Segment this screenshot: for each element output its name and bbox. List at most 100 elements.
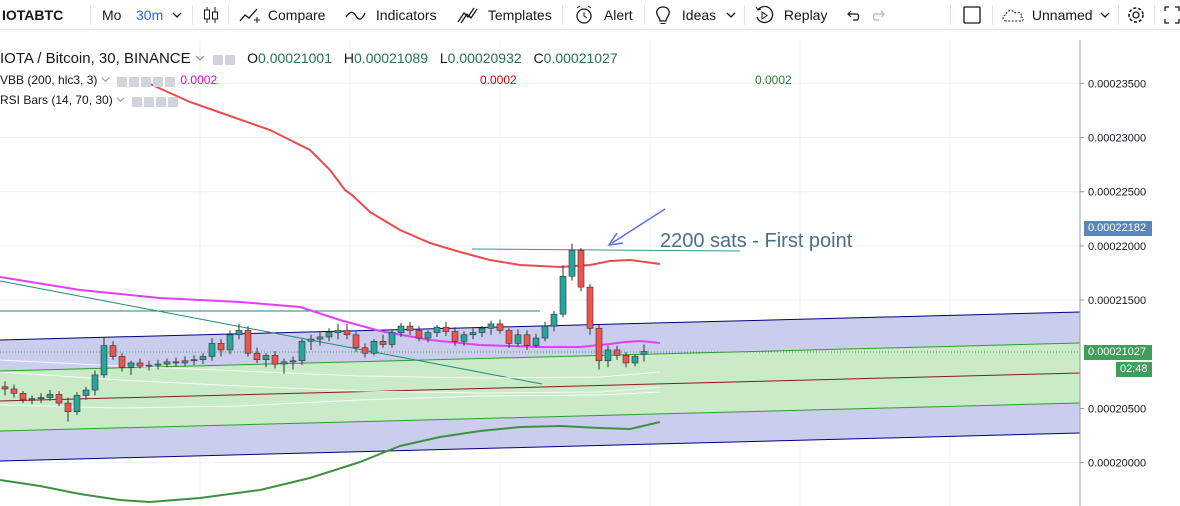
chevron-down-icon	[195, 55, 205, 61]
candle-body	[496, 323, 504, 331]
ideas-dropdown[interactable]	[726, 0, 736, 30]
candle	[388, 330, 396, 348]
redo-button[interactable]	[872, 0, 888, 30]
toolbar-divider	[192, 5, 193, 25]
candle	[280, 358, 288, 374]
price-axis[interactable]: 0.00023500 0.00023000 0.00022500 0.00022000…	[1080, 78, 1146, 470]
indicator-legend-rsi[interactable]: RSI Bars (14, 70, 30)	[0, 93, 180, 108]
indicator-actions[interactable]	[132, 94, 180, 108]
indicator-name: RSI Bars (14, 70, 30)	[0, 93, 113, 107]
layout-button[interactable]	[962, 0, 982, 30]
candle	[145, 360, 153, 371]
candle-body	[532, 337, 540, 346]
candle	[55, 391, 63, 407]
indicators-button[interactable]: Indicators	[344, 0, 437, 30]
candle-body	[595, 327, 603, 362]
candle-body	[370, 340, 378, 354]
candle	[181, 356, 189, 367]
square-icon	[963, 6, 981, 24]
high-marker-line[interactable]	[471, 248, 741, 252]
candles	[1, 243, 648, 422]
cloud-icon	[1002, 10, 1024, 22]
replay-button[interactable]: Replay	[754, 0, 827, 30]
high-label: H	[343, 50, 355, 66]
candle-body	[586, 286, 594, 329]
candle	[82, 386, 90, 400]
candle-body	[316, 336, 324, 340]
candle-body	[145, 364, 153, 367]
layout-dropdown[interactable]	[1100, 0, 1110, 30]
legend-actions[interactable]	[212, 51, 237, 68]
trend-line[interactable]	[0, 280, 543, 385]
chevron-down-icon	[101, 77, 110, 83]
toolbar-divider	[744, 5, 745, 25]
candle	[190, 355, 198, 366]
candle	[496, 319, 504, 334]
candle	[397, 322, 405, 337]
candle-body	[442, 326, 450, 332]
candle-body	[415, 330, 423, 339]
candle	[550, 310, 558, 332]
candle-body	[631, 356, 639, 364]
settings-button[interactable]	[1126, 0, 1146, 30]
high-value: 0.00021089	[354, 50, 428, 66]
compare-button[interactable]: Compare	[238, 0, 325, 30]
candle	[271, 351, 279, 369]
candle	[28, 395, 36, 405]
price-chart[interactable]: 0.00023500 0.00023000 0.00022500 0.00022000…	[0, 40, 1180, 506]
candle	[100, 338, 108, 379]
candle-body	[244, 330, 252, 354]
candle	[226, 330, 234, 355]
low-value: 0.00020932	[447, 50, 522, 66]
price-tick-label: 0.00020000	[1088, 458, 1146, 470]
candle-body	[262, 355, 270, 360]
undo-button[interactable]	[844, 0, 860, 30]
candle-body	[559, 275, 567, 315]
candle	[595, 325, 603, 370]
candle-body	[235, 330, 243, 336]
toolbar-divider	[90, 5, 91, 25]
candle-body	[424, 332, 432, 339]
ideas-label: Ideas	[681, 7, 717, 23]
candle	[532, 333, 540, 348]
chart-style-button[interactable]	[202, 0, 220, 30]
candle	[316, 331, 324, 346]
candle	[568, 243, 576, 281]
candle-body	[550, 313, 558, 327]
candle-body	[334, 330, 342, 333]
upper-band-line	[149, 83, 661, 269]
candle-body	[10, 388, 18, 394]
main-series-legend[interactable]: IOTA / Bitcoin, 30, BINANCE O0.00021001 …	[0, 50, 618, 68]
save-layout-button[interactable]: Unnamed	[1000, 0, 1093, 30]
indicator-actions[interactable]	[117, 74, 177, 88]
open-label: O	[247, 50, 259, 66]
templates-button[interactable]: Templates	[456, 0, 552, 30]
candle-body	[82, 389, 90, 396]
templates-label: Templates	[487, 7, 552, 23]
chart-pane[interactable]: 0.00023500 0.00023000 0.00022500 0.00022000…	[0, 40, 1180, 506]
candle	[406, 321, 414, 335]
interval-dropdown[interactable]	[172, 0, 182, 30]
candle-body	[640, 351, 648, 355]
candle	[523, 330, 531, 350]
close-value: 0.00021027	[543, 50, 618, 66]
compare-prefix[interactable]: Mo	[102, 7, 122, 23]
candle-body	[55, 394, 63, 404]
candle-body	[361, 347, 369, 354]
ideas-button[interactable]: Ideas	[654, 0, 716, 30]
interval-button[interactable]: 30m	[136, 7, 164, 23]
alert-button[interactable]: Alert	[574, 0, 633, 30]
candle-body	[100, 345, 108, 376]
candle	[19, 391, 27, 404]
candle-body	[388, 332, 396, 345]
symbol-search[interactable]: IOTABTC	[2, 7, 64, 23]
annotation-arrow[interactable]	[607, 208, 666, 246]
annotation-text[interactable]: 2200 sats - First point	[660, 230, 853, 252]
candle	[10, 384, 18, 398]
fullscreen-button[interactable]	[1164, 0, 1180, 30]
indicator-legend-vbb[interactable]: VBB (200, hlc3, 3) 0.0002	[0, 73, 217, 88]
candle	[424, 330, 432, 343]
candle-body	[604, 349, 612, 362]
candle-body	[487, 323, 495, 329]
candle-body	[226, 334, 234, 351]
